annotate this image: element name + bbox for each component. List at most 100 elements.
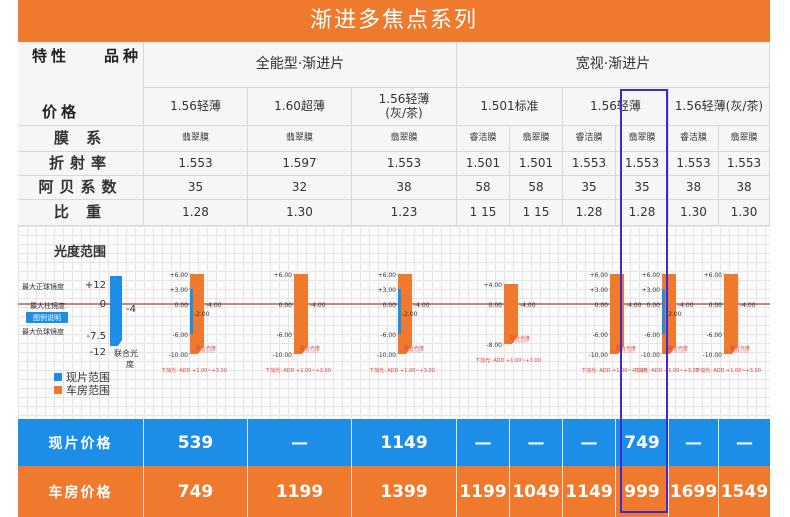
- table-cell: 睿洁膜: [563, 126, 616, 152]
- table-cell: 1.597: [248, 152, 352, 176]
- table-cell: 1 15: [510, 200, 563, 226]
- range-tick-label: 0.00: [383, 302, 397, 309]
- variant-header: 1.56轻薄: [144, 88, 248, 126]
- legend-combined-label: 联合光: [114, 348, 138, 358]
- add-note: 下加光: ADD +1.00~+3.00: [475, 357, 541, 364]
- custom-range-bar: [294, 274, 308, 354]
- legend-value: -4: [126, 304, 136, 315]
- table-cell: 翡翠膜: [510, 126, 563, 152]
- stock-price: —: [510, 419, 563, 466]
- price-sheet: 特性 品种 价格 全能型·渐进片 宽视·渐进片 1.56轻薄 1.60超薄 1.…: [18, 42, 770, 517]
- legend-custom-label: 车房范围: [66, 383, 110, 397]
- table-cell: 翡翠膜: [248, 126, 352, 152]
- custom-price: 999: [616, 466, 669, 517]
- combined-note: 联合光度: [404, 345, 424, 352]
- table-cell: 1.28: [563, 200, 616, 226]
- variant-header: 1.60超薄: [248, 88, 352, 126]
- combined-note: 联合光度: [196, 345, 216, 352]
- table-cell: 35: [616, 176, 669, 200]
- range-tick-label: +3.00: [590, 287, 609, 294]
- custom-price: 1399: [352, 466, 457, 517]
- stock-price: 749: [616, 419, 669, 466]
- table-cell: 1.501: [510, 152, 563, 176]
- combined-note: 联合光度: [510, 335, 530, 342]
- range-tick-label: 0.00: [489, 302, 503, 309]
- range-tick-label: +3.00: [170, 287, 189, 294]
- legend-sample-bar: [110, 276, 122, 346]
- custom-price-row: 车房价格 749 1199 1399 1199 1049 1149 999 16…: [18, 466, 770, 517]
- range-tick-label: +6.00: [704, 272, 723, 279]
- legend-combined-label: 度: [126, 359, 134, 369]
- range-tick-label: -10.00: [589, 352, 609, 359]
- range-tick-label: -10.00: [169, 352, 189, 359]
- range-tick-label: +6.00: [590, 272, 609, 279]
- range-tick-label: -6.00: [380, 332, 396, 339]
- variant-header: 1.56轻薄(灰/茶): [669, 88, 770, 126]
- table-cell: 1.28: [144, 200, 248, 226]
- table-cell: 1.553: [669, 152, 719, 176]
- custom-range-bar: [724, 274, 738, 354]
- range-tick-label: -8.00: [486, 342, 502, 349]
- range-tick-label: 0.00: [709, 302, 723, 309]
- legend-button-label: 图例说明: [33, 313, 61, 322]
- table-cell: 1.553: [144, 152, 248, 176]
- range-tick-label: -10.00: [703, 352, 723, 359]
- range-tick-label: 0.00: [647, 302, 661, 309]
- stock-range-bar: [662, 289, 665, 334]
- legend-stock-label: 现片范围: [66, 370, 110, 384]
- row-label-abbe-number: 阿贝系数: [18, 176, 144, 200]
- table-cell: 58: [457, 176, 510, 200]
- custom-price: 1549: [720, 481, 769, 502]
- stock-price: —: [248, 419, 352, 466]
- group-header-wideview: 宽视·渐进片: [457, 42, 770, 88]
- row-label-specific-gravity: 比 重: [18, 200, 144, 226]
- custom-price: 1199: [248, 466, 352, 517]
- table-cell: 58: [510, 176, 563, 200]
- legend-max-cyl-label: 最大柱镜度: [30, 301, 65, 310]
- stock-price: —: [669, 419, 719, 466]
- cyl-label: -4.00: [414, 302, 430, 309]
- table-cell: 1.553: [563, 152, 616, 176]
- stock-price: 539: [144, 419, 248, 466]
- stock-price-row: 现片价格 539 — 1149 — — — 749 — —: [18, 419, 770, 466]
- table-cell: 35: [144, 176, 248, 200]
- range-tick-label: +3.00: [378, 287, 397, 294]
- variant-header: 1.56轻薄 (灰/茶): [352, 88, 457, 126]
- cyl-label: -4.00: [626, 302, 642, 309]
- legend-value: -12: [90, 347, 106, 358]
- price-label: 价格: [42, 103, 81, 121]
- add-note: 下加光: ADD +1.00~+3.00: [633, 367, 699, 374]
- table-cell: 32: [248, 176, 352, 200]
- table-cell: 1.553: [616, 152, 669, 176]
- table-cell: 翡翠膜: [616, 126, 669, 152]
- combined-note: 联合光度: [668, 345, 688, 352]
- custom-range-bar: [504, 284, 518, 344]
- custom-range-bar: [398, 274, 412, 354]
- custom-price: 1049: [510, 466, 563, 517]
- table-cell: 1.30: [248, 200, 352, 226]
- stock-cyl-label: -2.00: [194, 311, 210, 318]
- table-cell: 1.501: [457, 152, 510, 176]
- custom-price: 1149: [563, 466, 616, 517]
- range-tick-label: +3.00: [642, 287, 661, 294]
- cyl-label: -4.00: [310, 302, 326, 309]
- stock-price: 1149: [352, 419, 457, 466]
- page-title: 渐进多焦点系列: [18, 0, 770, 42]
- table-cell: 1 15: [457, 200, 510, 226]
- custom-price-label: 车房价格: [18, 466, 144, 517]
- table-cell: 翡翠膜: [719, 126, 770, 152]
- row-label-coating: 膜 系: [18, 126, 144, 152]
- group-header-allround: 全能型·渐进片: [144, 42, 457, 88]
- table-cell: 1.23: [352, 200, 457, 226]
- range-tick-label: +4.00: [484, 282, 503, 289]
- legend-min-sph-label: 最大负球镜度: [22, 327, 64, 336]
- variant-header: 1.56轻薄: [563, 88, 669, 126]
- add-note: 下加光: ADD +1.00~+3.00: [581, 367, 647, 374]
- range-tick-label: -6.00: [592, 332, 608, 339]
- range-panel: +6.00 +3.00 0.00 -6.00 -10.00 -4.00 -2.00 联合光度下…: [369, 272, 435, 374]
